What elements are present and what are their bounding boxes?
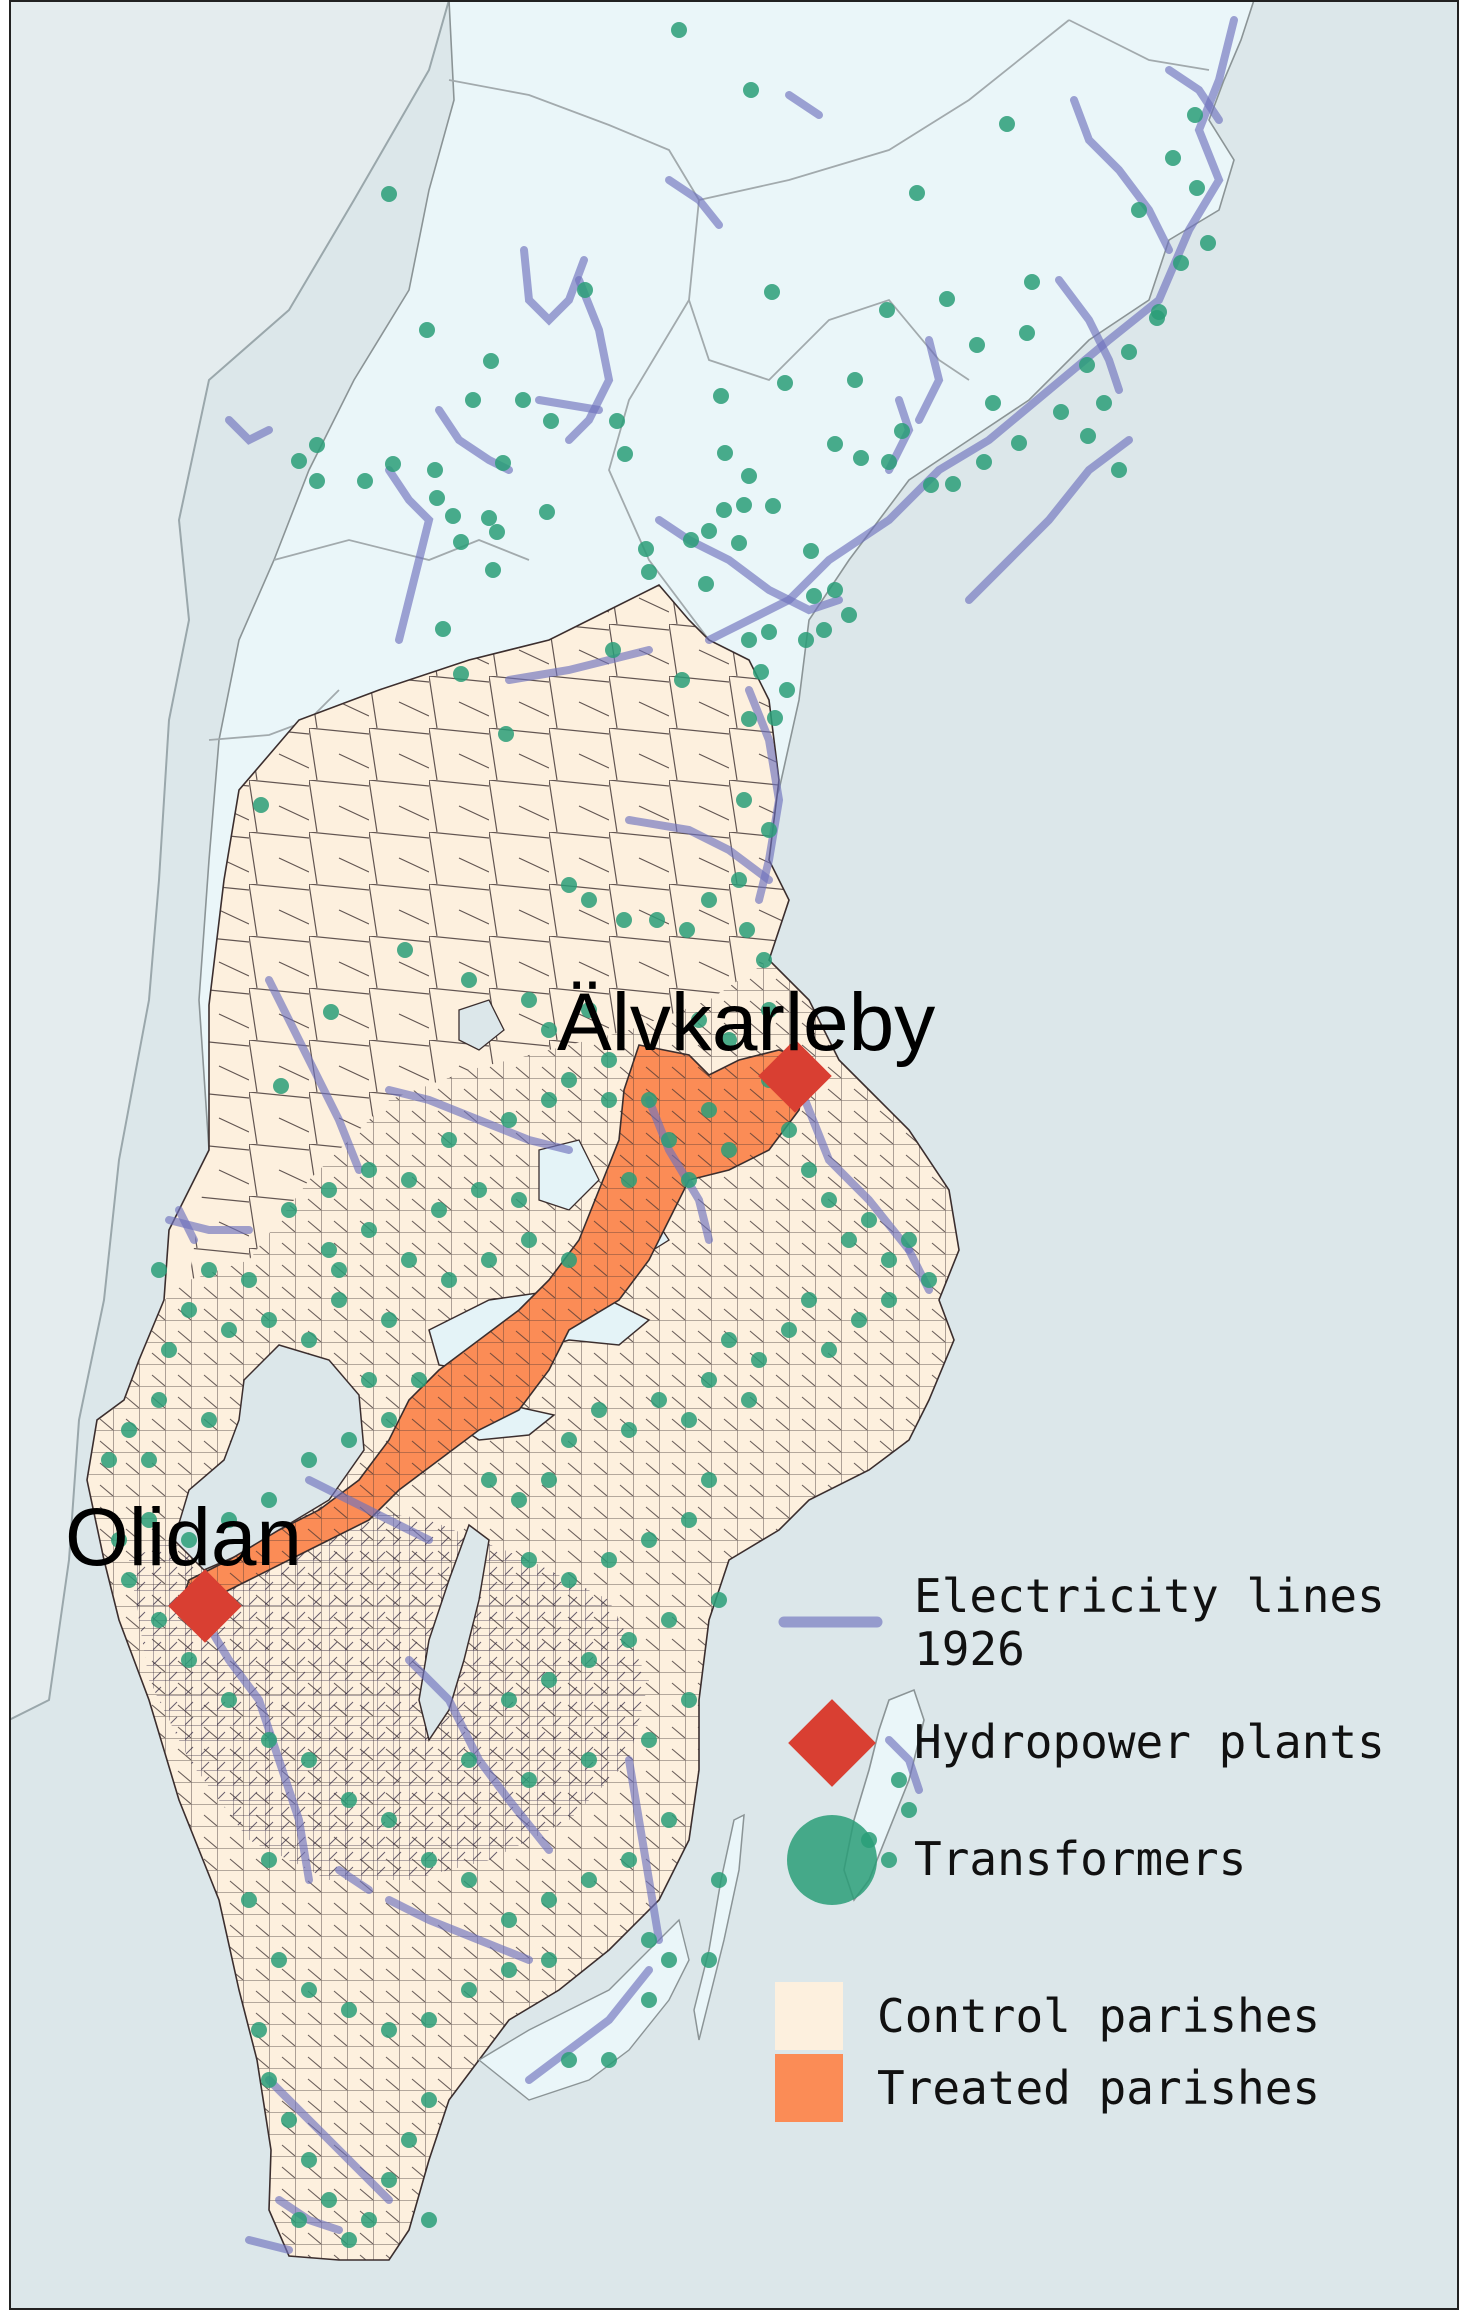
map-figure: Älvkarleby Olidan Electricity lines 1926… xyxy=(9,0,1459,2310)
legend-label-transformers: Transformers xyxy=(914,1832,1246,1886)
legend: Electricity lines 1926 Hydropower plants… xyxy=(775,1569,1385,2122)
hydropower-plant-olidan xyxy=(168,1569,242,1643)
legend-label-treated-parishes: Treated parishes xyxy=(877,2061,1320,2115)
place-label-olidan: Olidan xyxy=(65,1492,302,1583)
bay-gavle xyxy=(538,1139,600,1211)
map-canvas: Älvkarleby Olidan Electricity lines 1926… xyxy=(9,0,1459,2310)
legend-label-hydropower-plants: Hydropower plants xyxy=(914,1715,1385,1769)
outside-land-west xyxy=(9,0,451,1722)
lake-siljan xyxy=(458,999,505,1051)
place-label-alvkarleby: Älvkarleby xyxy=(557,977,935,1068)
hydropower-plant-alvkarleby xyxy=(758,1039,832,1113)
hydropower-plants xyxy=(168,1039,832,1643)
legend-symbol-hydropower-plant xyxy=(788,1699,876,1787)
county-borders xyxy=(208,19,1210,741)
legend-symbol-control-parish xyxy=(775,1982,843,2050)
legend-symbol-treated-parish xyxy=(775,2054,843,2122)
island-oland xyxy=(693,1813,745,2041)
legend-label-electricity-lines: Electricity lines xyxy=(914,1569,1385,1623)
transformers xyxy=(101,22,1216,2248)
legend-label-electricity-lines-year: 1926 xyxy=(914,1622,1025,1676)
legend-symbol-transformer xyxy=(787,1815,877,1905)
southern-light-area xyxy=(477,1918,690,2101)
map-border xyxy=(9,0,1459,2310)
legend-label-control-parishes: Control parishes xyxy=(877,1989,1320,2043)
